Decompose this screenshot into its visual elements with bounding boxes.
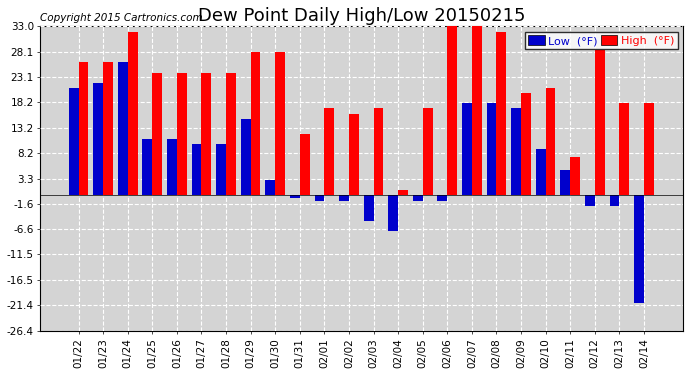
Bar bbox=[118, 62, 128, 195]
Bar bbox=[349, 114, 359, 195]
Bar bbox=[152, 73, 162, 195]
Bar bbox=[69, 88, 79, 195]
Bar bbox=[536, 149, 546, 195]
Bar bbox=[93, 83, 104, 195]
Bar bbox=[290, 195, 300, 198]
Bar bbox=[585, 195, 595, 206]
Bar bbox=[560, 170, 570, 195]
Bar bbox=[201, 73, 211, 195]
Bar bbox=[315, 195, 324, 201]
Bar bbox=[634, 195, 644, 303]
Bar bbox=[339, 195, 349, 201]
Bar bbox=[447, 27, 457, 195]
Bar bbox=[241, 118, 250, 195]
Bar bbox=[644, 103, 654, 195]
Bar bbox=[167, 139, 177, 195]
Bar bbox=[266, 180, 275, 195]
Bar bbox=[511, 108, 521, 195]
Legend: Low  (°F), High  (°F): Low (°F), High (°F) bbox=[524, 32, 678, 50]
Bar bbox=[192, 144, 201, 195]
Text: Copyright 2015 Cartronics.com: Copyright 2015 Cartronics.com bbox=[39, 13, 202, 24]
Bar bbox=[609, 195, 620, 206]
Bar bbox=[423, 108, 433, 195]
Bar bbox=[472, 16, 482, 195]
Bar bbox=[437, 195, 447, 201]
Bar bbox=[620, 103, 629, 195]
Bar bbox=[521, 93, 531, 195]
Bar bbox=[177, 73, 187, 195]
Bar bbox=[398, 190, 408, 195]
Bar bbox=[143, 139, 152, 195]
Bar bbox=[373, 108, 384, 195]
Bar bbox=[570, 157, 580, 195]
Bar bbox=[216, 144, 226, 195]
Bar bbox=[300, 134, 310, 195]
Bar bbox=[226, 73, 236, 195]
Bar bbox=[497, 32, 506, 195]
Bar bbox=[546, 88, 555, 195]
Bar bbox=[462, 103, 472, 195]
Title: Dew Point Daily High/Low 20150215: Dew Point Daily High/Low 20150215 bbox=[197, 7, 525, 25]
Bar bbox=[104, 62, 113, 195]
Bar bbox=[79, 62, 88, 195]
Bar bbox=[250, 52, 261, 195]
Bar bbox=[486, 103, 497, 195]
Bar bbox=[413, 195, 423, 201]
Bar bbox=[324, 108, 334, 195]
Bar bbox=[595, 50, 604, 195]
Bar bbox=[388, 195, 398, 231]
Bar bbox=[275, 52, 285, 195]
Bar bbox=[364, 195, 373, 221]
Bar bbox=[128, 32, 137, 195]
